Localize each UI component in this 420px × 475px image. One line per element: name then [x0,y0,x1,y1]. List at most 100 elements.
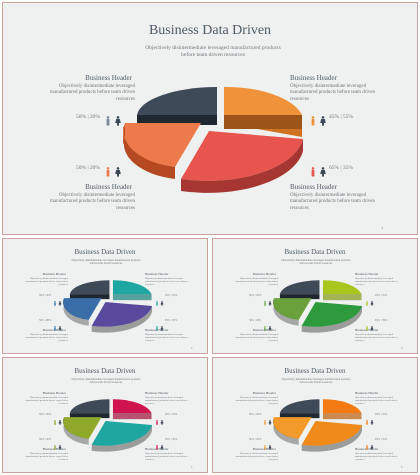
stat-label: 45% | 55% [165,294,177,297]
block-body-text: Objectively disintermediate leveraged ma… [25,452,68,462]
block-body-text: Objectively disintermediate leveraged ma… [145,396,188,406]
stat-label: 50% | 20% [249,413,261,416]
slide-subtitle: Objectively disintermediate leveraged ma… [71,378,141,385]
male-female-icon [263,293,273,311]
stat-value: 45% | 55% [165,413,178,416]
business-header: Business Header [355,328,379,332]
block-body-text: Objectively disintermediate leveraged ma… [145,277,188,287]
pie-slice-a [322,280,362,301]
stat-value: 65% | 35% [165,319,178,322]
main-slide[interactable]: Business Data Driven Objectively disinte… [2,2,418,235]
male-female-icon [53,437,63,455]
block-body-text: Objectively disintermediate leveraged ma… [235,396,278,406]
stat-label: 50% | 20% [76,165,100,171]
business-header: Business Header [252,328,276,332]
pie-slice-a [322,399,362,420]
stat-value: 50% | 20% [76,114,101,120]
exploded-pie-chart [273,399,363,452]
thumbnail-slide[interactable]: Business Data Driven Objectively disinte… [2,238,208,354]
stat-label: 50% | 20% [39,319,51,322]
block-body-text: Objectively disintermediate leveraged ma… [235,333,278,343]
business-header: Business Header [290,183,337,191]
male-female-icon [365,412,375,430]
block-body-text: Objectively disintermediate leveraged ma… [355,452,398,462]
pie-slice-b [301,421,363,452]
exploded-pie-chart [63,399,153,452]
male-female-icon [155,318,165,336]
slide-subtitle: Objectively disintermediate leveraged ma… [281,259,351,266]
pie-slice-c [273,298,312,326]
page-number: 4 [191,466,193,469]
slide-title: Business Data Driven [284,367,346,375]
pie-slice-c [273,417,312,445]
stat-label: 65% | 35% [329,165,353,171]
thumbnail-slide[interactable]: Business Data Driven Objectively disinte… [212,238,418,354]
block-body-text: Objectively disintermediate leveraged ma… [50,84,135,102]
pie-slice-b [301,302,363,333]
pie-slice-dark [69,399,110,419]
exploded-pie-chart [63,280,153,333]
block-body-text: Objectively disintermediate leveraged ma… [50,193,135,211]
stat-label: 65% | 35% [375,319,387,322]
block-body-text: Objectively disintermediate leveraged ma… [25,277,68,287]
stat-value: 45% | 55% [375,294,388,297]
business-header: Business Header [145,391,169,395]
stat-value: 50% | 20% [39,319,52,322]
pie-slice-dark [279,399,320,419]
business-header: Business Header [42,328,66,332]
stat-label: 45% | 55% [329,114,353,120]
business-header: Business Header [252,447,276,451]
slide-title: Business Data Driven [74,367,136,375]
slide-subtitle: Objectively disintermediate leveraged ma… [145,45,281,58]
stat-label: 50% | 20% [249,294,261,297]
stat-value: 50% | 20% [249,294,262,297]
pie-slice-a [112,280,152,301]
exploded-pie-chart [273,280,363,333]
male-female-icon [155,293,165,311]
block-body-text: Objectively disintermediate leveraged ma… [235,452,278,462]
stat-label: 50% | 20% [39,294,51,297]
thumbnail-slide[interactable]: Business Data Driven Objectively disinte… [212,357,418,473]
thumbnail-slide[interactable]: Business Data Driven Objectively disinte… [2,357,208,473]
male-female-icon [365,437,375,455]
business-header: Business Header [290,74,337,82]
block-body-text: Objectively disintermediate leveraged ma… [25,396,68,406]
stat-value: 50% | 20% [249,438,262,441]
business-header: Business Header [85,74,132,82]
stat-label: 50% | 20% [39,413,51,416]
business-header: Business Header [355,391,379,395]
stat-value: 45% | 55% [165,294,178,297]
stat-label: 45% | 55% [375,413,387,416]
stat-label: 65% | 35% [375,438,387,441]
business-header: Business Header [145,328,169,332]
business-header: Business Header [252,391,276,395]
pie-slice-orange [224,86,302,137]
page-number: 3 [401,347,403,350]
pie-slice-b [91,302,153,333]
stat-label: 50% | 20% [249,319,261,322]
business-header: Business Header [355,447,379,451]
business-header: Business Header [145,272,169,276]
stat-value: 50% | 20% [249,413,262,416]
stat-value: 50% | 20% [76,165,101,171]
stat-label: 45% | 55% [375,294,387,297]
pie-slice-c [63,417,102,445]
stat-value: 50% | 20% [249,319,262,322]
block-body-text: Objectively disintermediate leveraged ma… [145,333,188,343]
pie-slice-red [181,131,303,193]
male-female-icon [365,293,375,311]
block-body-text: Objectively disintermediate leveraged ma… [235,277,278,287]
stat-value: 65% | 35% [375,438,388,441]
business-header: Business Header [42,447,66,451]
male-female-icon [104,113,124,131]
stat-value: 45% | 55% [375,413,388,416]
business-header: Business Header [42,391,66,395]
stat-value: 65% | 35% [375,319,388,322]
block-body-text: Objectively disintermediate leveraged ma… [355,277,398,287]
stat-value: 45% | 55% [329,114,354,120]
male-female-icon [263,412,273,430]
block-body-text: Objectively disintermediate leveraged ma… [355,396,398,406]
stat-value: 65% | 35% [165,438,178,441]
block-body-text: Objectively disintermediate leveraged ma… [145,452,188,462]
page-number: 2 [191,347,193,350]
